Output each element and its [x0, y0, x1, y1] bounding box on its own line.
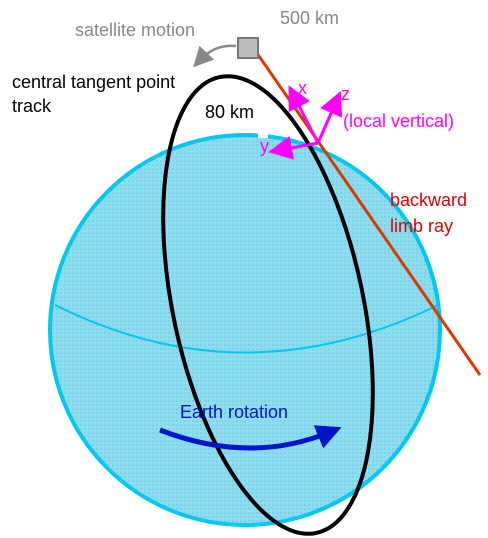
label: satellite motion: [75, 20, 195, 40]
motion-arrow: [193, 44, 237, 68]
label: central tangent point: [12, 72, 175, 92]
x-axis: [288, 85, 320, 144]
label: y: [260, 136, 269, 156]
label: Earth rotation: [180, 402, 288, 422]
label: limb ray: [390, 216, 453, 236]
rotation-arrow: [159, 425, 342, 451]
label: z: [341, 84, 350, 104]
label: x: [298, 78, 307, 98]
label: backward: [390, 190, 467, 210]
satellite: [237, 37, 259, 59]
earth: [48, 133, 442, 527]
tangent-track: [161, 74, 375, 536]
label: 500 km: [280, 8, 339, 28]
label: (local vertical): [343, 111, 454, 131]
label: 80 km: [205, 102, 254, 122]
y-axis: [268, 136, 319, 160]
gap: [258, 124, 268, 138]
equator: [54, 304, 439, 354]
z-axis: [316, 91, 343, 144]
label: track: [12, 96, 52, 116]
